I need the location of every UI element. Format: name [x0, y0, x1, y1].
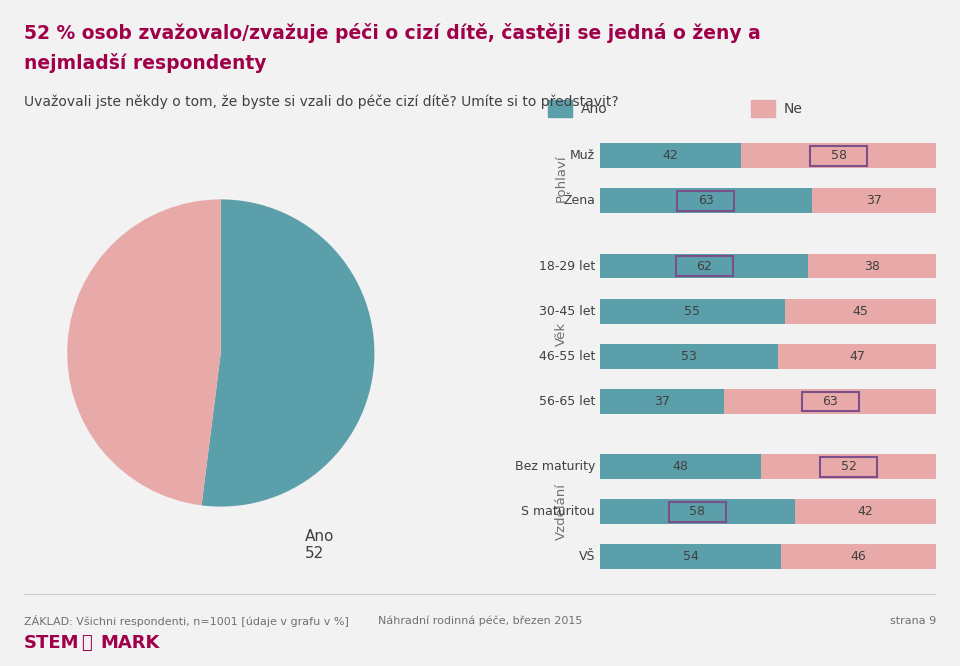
Bar — [600, 544, 781, 569]
Text: Náhradní rodinná péče, březen 2015: Náhradní rodinná péče, březen 2015 — [378, 615, 582, 626]
Text: 46-55 let: 46-55 let — [539, 350, 595, 363]
Text: 58: 58 — [830, 149, 847, 163]
Text: MARK: MARK — [101, 633, 160, 652]
Bar — [600, 500, 795, 524]
Bar — [600, 188, 811, 213]
Text: 46: 46 — [851, 550, 867, 563]
Text: 45: 45 — [852, 304, 869, 318]
Bar — [795, 500, 936, 524]
Text: Muž: Muž — [570, 149, 595, 163]
Text: 48: 48 — [673, 460, 688, 473]
Text: STEM: STEM — [24, 633, 80, 652]
Text: 42: 42 — [857, 505, 874, 518]
Text: 38: 38 — [864, 260, 880, 272]
Bar — [600, 254, 808, 278]
Bar — [669, 501, 726, 521]
Text: 42: 42 — [662, 149, 679, 163]
Bar — [548, 100, 572, 117]
Bar — [778, 344, 936, 369]
Text: Uvažovali jste někdy o tom, že byste si vzali do péče cizí dítě? Umíte si to pře: Uvažovali jste někdy o tom, že byste si … — [24, 95, 618, 109]
Bar — [600, 143, 741, 168]
Text: Bez maturity: Bez maturity — [515, 460, 595, 473]
Text: 37: 37 — [866, 194, 882, 207]
Wedge shape — [202, 199, 374, 507]
Bar — [600, 389, 724, 414]
Text: Vzdělání: Vzdělání — [555, 484, 567, 540]
Text: Věk: Věk — [555, 322, 567, 346]
Text: 53: 53 — [681, 350, 697, 363]
Text: 37: 37 — [654, 395, 670, 408]
Text: Pohlaví: Pohlaví — [555, 155, 567, 202]
Text: Žena: Žena — [564, 194, 595, 207]
Text: VŠ: VŠ — [579, 550, 595, 563]
Bar — [676, 256, 732, 276]
Text: 56-65 let: 56-65 let — [539, 395, 595, 408]
Bar — [802, 392, 858, 412]
Bar — [678, 191, 734, 211]
Bar — [820, 457, 877, 476]
Bar — [600, 344, 778, 369]
Text: 58: 58 — [689, 505, 706, 518]
Bar — [784, 299, 936, 324]
Text: strana 9: strana 9 — [890, 615, 936, 626]
Text: ⧸: ⧸ — [82, 633, 92, 652]
Bar — [811, 188, 936, 213]
Wedge shape — [67, 199, 221, 505]
Text: 52: 52 — [841, 460, 856, 473]
Text: Ne: Ne — [783, 101, 803, 116]
Bar — [752, 100, 775, 117]
Bar — [741, 143, 936, 168]
Text: 52 % osob zvažovalo/zvažuje péči o cizí dítě, častěji se jedná o ženy a: 52 % osob zvažovalo/zvažuje péči o cizí … — [24, 23, 760, 43]
Text: ZÁKLAD: Všichni respondenti, n=1001 [údaje v grafu v %]: ZÁKLAD: Všichni respondenti, n=1001 [úda… — [24, 615, 348, 627]
Text: 54: 54 — [683, 550, 699, 563]
Bar — [600, 454, 761, 479]
Text: 30-45 let: 30-45 let — [539, 304, 595, 318]
Text: 62: 62 — [696, 260, 712, 272]
Text: 63: 63 — [823, 395, 838, 408]
Bar — [781, 544, 936, 569]
Text: Ano
52: Ano 52 — [305, 529, 335, 561]
Text: nejmladší respondenty: nejmladší respondenty — [24, 53, 267, 73]
Text: 18-29 let: 18-29 let — [539, 260, 595, 272]
Text: 63: 63 — [698, 194, 713, 207]
Bar — [761, 454, 936, 479]
Text: 55: 55 — [684, 304, 701, 318]
Bar — [810, 146, 867, 166]
Bar — [808, 254, 936, 278]
Text: 47: 47 — [849, 350, 865, 363]
Bar — [600, 299, 784, 324]
Text: S maturitou: S maturitou — [521, 505, 595, 518]
Text: Ano: Ano — [581, 101, 608, 116]
Bar — [724, 389, 936, 414]
